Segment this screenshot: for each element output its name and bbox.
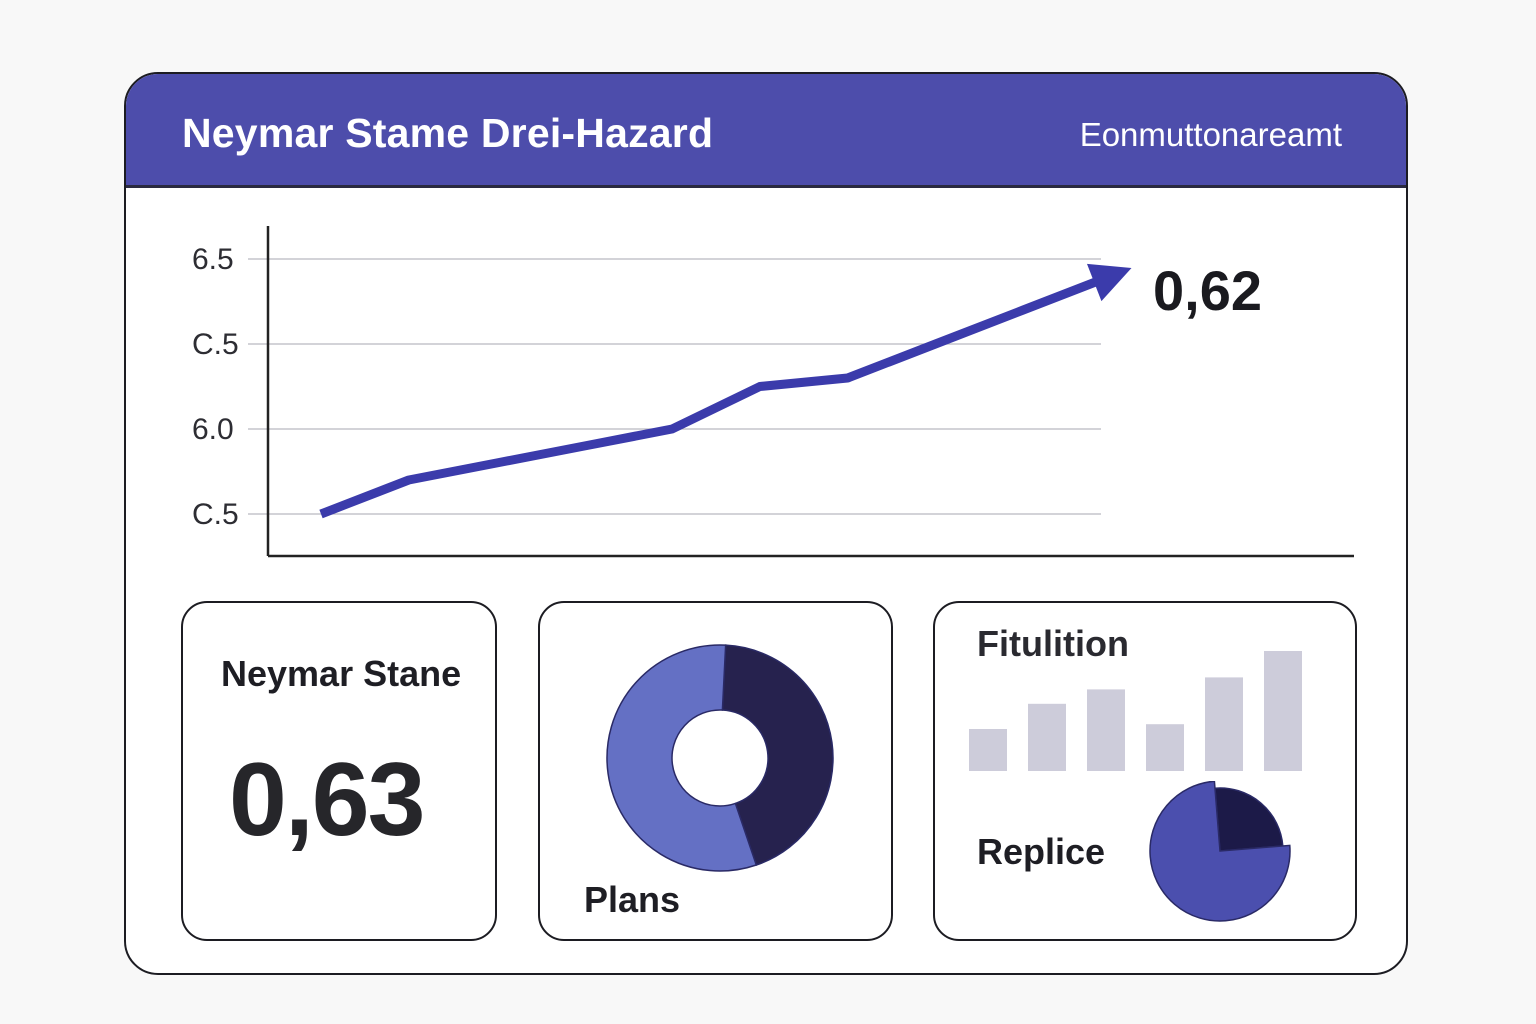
line-end-value-label: 0,62 (1153, 259, 1262, 322)
bar (969, 729, 1007, 771)
dashboard-card: Neymar Stame Drei-Hazard Eonmuttonareamt… (124, 72, 1408, 975)
kpi-label: Neymar Stane (221, 653, 462, 694)
fitulition-panel: Fitulition Replice (933, 601, 1357, 941)
y-tick-label: C.5 (192, 498, 239, 531)
line-chart: 6.5 C.5 6.0 C.5 0,62 (166, 214, 1376, 574)
line-arrowhead (1086, 263, 1132, 302)
line-chart-svg: 6.5 C.5 6.0 C.5 0,62 (192, 226, 1354, 558)
replice-label: Replice (977, 831, 1106, 872)
page-title: Neymar Stame Drei-Hazard (182, 110, 714, 156)
bar (1087, 689, 1125, 771)
plans-panel: Plans (538, 601, 893, 941)
y-tick-label: 6.5 (192, 243, 234, 276)
bar (1264, 651, 1302, 771)
bar (1146, 724, 1184, 771)
card-header: Neymar Stame Drei-Hazard Eonmuttonareamt (126, 74, 1406, 188)
fitulition-bar-chart (969, 651, 1302, 771)
donut-slice (721, 644, 834, 866)
header-action-link[interactable]: Eonmuttonareamt (1079, 116, 1342, 153)
fitulition-title: Fitulition (977, 623, 1129, 664)
donut-slice (606, 644, 758, 872)
kpi-panel: Neymar Stane 0,63 (181, 601, 497, 941)
pie-slice (1214, 787, 1284, 852)
pie-slice (1149, 781, 1291, 922)
y-tick-label: C.5 (192, 328, 239, 361)
replice-pie-chart (1149, 781, 1291, 922)
bar (1028, 703, 1066, 771)
bar (1205, 677, 1243, 771)
plans-label: Plans (584, 879, 681, 920)
plans-donut-chart (606, 644, 834, 872)
kpi-value: 0,63 (229, 742, 425, 858)
series-line (319, 271, 1113, 519)
y-tick-label: 6.0 (192, 413, 234, 446)
